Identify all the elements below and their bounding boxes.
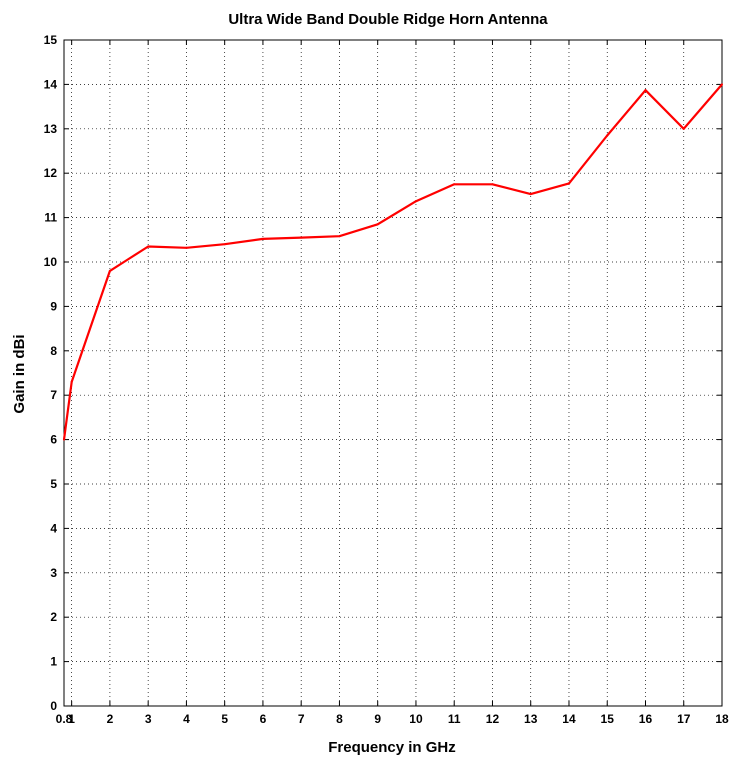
data-point [682,127,685,130]
y-tick-label: 3 [50,566,57,580]
x-tick-label: 2 [107,712,114,726]
data-point [338,235,341,238]
x-tick-label: 13 [524,712,538,726]
x-tick-label: 10 [409,712,423,726]
y-tick-label: 11 [44,211,57,225]
x-tick-label: 4 [183,712,190,726]
y-tick-label: 10 [44,255,58,269]
y-tick-label: 12 [44,166,58,180]
x-tick-label: 7 [298,712,305,726]
x-tick-label: 3 [145,712,152,726]
y-tick-label: 14 [44,77,58,91]
data-point [223,243,226,246]
data-point [147,245,150,248]
x-tick-label: 9 [374,712,381,726]
x-tick-label: 5 [221,712,228,726]
axes: 0.81 2 3 4 5 6 7 8 9 10 11 12 13 14 15 16 17 180123456789… [44,33,729,726]
series [62,83,723,441]
x-tick-label: 12 [486,712,500,726]
x-tick-label: 14 [562,712,576,726]
x-tick-label: 1 [68,712,75,726]
x-tick-label: 11 [448,712,461,726]
y-tick-label: 4 [50,521,57,535]
y-tick-label: 9 [50,299,57,313]
data-point [108,269,111,272]
y-tick-label: 15 [44,33,58,47]
data-point [261,237,264,240]
x-tick-label: 18 [715,712,729,726]
data-point [453,183,456,186]
y-tick-label: 1 [50,655,57,669]
y-tick-label: 6 [50,433,57,447]
y-tick-label: 2 [50,610,57,624]
x-tick-label: 15 [601,712,615,726]
data-point [491,183,494,186]
data-point [300,236,303,239]
data-point [606,134,609,137]
y-tick-label: 8 [50,344,57,358]
x-tick-label: 8 [336,712,343,726]
x-tick-label: 6 [260,712,267,726]
x-tick-label: 0.8 [56,712,73,726]
y-axis-title: Gain in dBi [11,334,28,413]
data-point [376,223,379,226]
y-tick-label: 5 [50,477,57,491]
data-point [721,83,723,86]
y-tick-label: 7 [50,388,57,402]
x-tick-label: 16 [639,712,653,726]
data-point [567,182,570,185]
x-tick-label: 17 [677,712,691,726]
y-tick-label: 0 [50,699,57,713]
plot-frame [63,39,723,707]
data-point [70,380,73,383]
data-point [185,246,188,249]
y-tick-label: 13 [44,122,58,136]
data-point [63,438,65,441]
chart-title: Ultra Wide Band Double Ridge Horn Antenn… [228,11,548,28]
data-point [529,193,532,196]
data-point [644,89,647,92]
x-axis-title: Frequency in GHz [328,739,456,756]
grid [64,40,722,706]
data-point [414,200,417,203]
